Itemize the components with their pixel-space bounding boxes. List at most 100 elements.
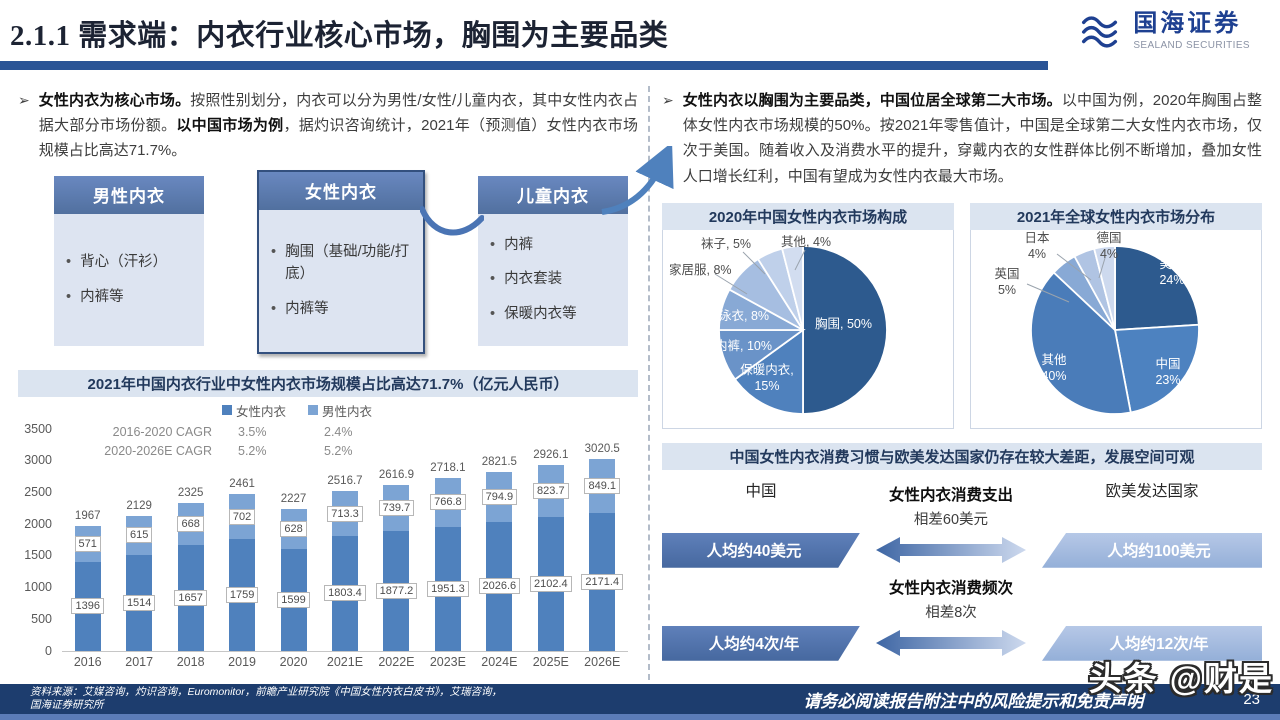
bar-total-label: 1967 bbox=[74, 509, 101, 522]
company-logo: 国海证券 SEALAND SECURITIES bbox=[1077, 8, 1250, 54]
bar-total-label: 3020.5 bbox=[584, 442, 620, 455]
page-number: 23 bbox=[1243, 690, 1260, 708]
double-arrow-icon bbox=[876, 537, 1026, 564]
box-list-item: • 内裤等 bbox=[66, 288, 124, 305]
y-tick: 0 bbox=[45, 643, 52, 658]
box-list-item: • 保暖内衣等 bbox=[490, 305, 577, 322]
pie-label-6: 其他, 4% bbox=[781, 234, 832, 249]
bar-segment-female: 1599 bbox=[277, 549, 310, 651]
bullet-arrow-icon: ➢ bbox=[662, 92, 674, 108]
bullet-arrow-icon: ➢ bbox=[18, 92, 30, 108]
x-tick: 2017 bbox=[125, 654, 154, 669]
y-tick: 500 bbox=[31, 611, 52, 626]
bars-row: 1967 571 1396 2129 615 1514 2325 668 1657 2461 702… bbox=[62, 429, 628, 652]
pie1-header: 2020年中国女性内衣市场构成 bbox=[662, 202, 954, 230]
comparison-header: 中国女性内衣消费习惯与欧美发达国家仍存在较大差距，发展空间可观 bbox=[662, 442, 1262, 470]
bar-total-label: 2616.9 bbox=[378, 468, 415, 481]
bar-segment-female: 1657 bbox=[174, 545, 207, 651]
pie-slice-6 bbox=[781, 244, 804, 330]
bar-total-label: 2461 bbox=[229, 478, 255, 491]
bar-segment-female: 2102.4 bbox=[529, 517, 572, 651]
x-tick: 2021E bbox=[326, 654, 364, 669]
pie-panel-china-mix: 2020年中国女性内衣市场构成 胸围, 50% 保暖内衣, 15% 内裤, 10% 泳衣… bbox=[662, 202, 954, 429]
column-divider bbox=[648, 86, 650, 680]
pie-slice-1 bbox=[1113, 323, 1200, 414]
x-tick: 2020 bbox=[279, 654, 308, 669]
bar-column: 3020.5 849.1 2171.4 bbox=[577, 443, 628, 651]
label-leader-line bbox=[714, 273, 748, 295]
y-tick: 1000 bbox=[24, 580, 52, 595]
bar-chart-area: 女性内衣 男性内衣 2016-2020 CAGR 3.5% 2.4% 2020-… bbox=[18, 399, 638, 689]
china-frequency-badge: 人均约4次/年 bbox=[662, 625, 860, 661]
pie-label-4: 日本 4% bbox=[1024, 230, 1050, 261]
pie-slice-5 bbox=[1093, 244, 1116, 330]
bar-segment-male: 615 bbox=[126, 515, 153, 555]
label-leader-line bbox=[742, 251, 766, 275]
pie-label-5: 德国 4% bbox=[1096, 230, 1122, 261]
title-underline bbox=[0, 61, 1048, 70]
bar-column: 2926.1 823.7 2102.4 bbox=[525, 449, 576, 651]
y-tick: 3000 bbox=[24, 453, 52, 468]
pie-label-0: 胸围, 50% bbox=[815, 316, 872, 331]
stacked-bar-chart: 0 500 1000 1500 2000 2500 3000 3500 1967 571 1396… bbox=[18, 422, 638, 669]
pie-label-2: 其他 40% bbox=[1041, 352, 1067, 383]
box-list-2: • 内裤 • 内衣套装 • 保暖内衣等 bbox=[478, 213, 628, 346]
logo-cn-text: 国海证券 bbox=[1133, 10, 1242, 38]
bar-segment-male: 849.1 bbox=[584, 458, 621, 513]
bar-column: 1967 571 1396 bbox=[62, 510, 113, 651]
bar-segment-female: 1514 bbox=[122, 554, 156, 651]
bar-segment-male: 766.8 bbox=[430, 478, 466, 527]
x-tick: 2016 bbox=[73, 654, 102, 669]
box-list-item: • 胸围（基础/功能/打底） bbox=[271, 243, 410, 283]
pie-label-5: 袜子, 5% bbox=[701, 236, 752, 251]
bar-column: 2461 702 1759 bbox=[216, 478, 267, 651]
pie-charts-row: 2020年中国女性内衣市场构成 胸围, 50% 保暖内衣, 15% 内裤, 10% 泳衣… bbox=[662, 202, 1262, 429]
source-note: 资料来源：艾媒咨询，灼识咨询，Euromonitor，前瞻产业研究院《中国女性内… bbox=[30, 686, 502, 711]
bar-yaxis: 0 500 1000 1500 2000 2500 3000 3500 bbox=[18, 422, 56, 658]
bar-column: 2325 668 1657 bbox=[165, 487, 216, 651]
china-spending-badge: 人均约40美元 bbox=[662, 532, 860, 568]
metric-frequency: 女性内衣消费频次 bbox=[888, 579, 1013, 597]
bar-segment-female: 1951.3 bbox=[427, 526, 469, 651]
bar-column: 2821.5 794.9 2026.6 bbox=[474, 456, 525, 651]
west-frequency-badge: 人均约12次/年 bbox=[1042, 625, 1262, 661]
x-tick: 2019 bbox=[228, 654, 256, 669]
comparison-section: 中国女性内衣消费习惯与欧美发达国家仍存在较大差距，发展空间可观 中国 女性内衣消… bbox=[662, 442, 1262, 661]
double-arrow-wrap bbox=[860, 627, 1042, 659]
box-title: 男性内衣 bbox=[54, 175, 204, 214]
bar-segment-female: 2171.4 bbox=[581, 512, 624, 651]
x-tick: 2018 bbox=[176, 654, 205, 669]
right-paragraph-text: 女性内衣以胸围为主要品类，中国位居全球第二大市场。以中国为例，2020年胸围占整… bbox=[682, 92, 1262, 185]
bar-column: 2129 615 1514 bbox=[113, 500, 164, 651]
y-tick: 2500 bbox=[24, 485, 52, 499]
box-list-1: • 胸围（基础/功能/打底） • 内裤等 bbox=[259, 209, 423, 352]
label-leader-line bbox=[794, 249, 806, 270]
bar-total-label: 2821.5 bbox=[481, 455, 517, 468]
box-male-underwear: 男性内衣 • 背心（汗衫） • 内裤等 bbox=[54, 175, 204, 346]
x-tick: 2023E bbox=[429, 654, 466, 669]
logo-en-text: SEALAND SECURITIES bbox=[1133, 39, 1250, 51]
bar-column: 2227 628 1599 bbox=[268, 493, 319, 651]
xlabels-row: 2016 2017 2018 2019 2020 2021E 2022E 2023E 2024E… bbox=[62, 655, 628, 669]
comparison-col-china: 中国 bbox=[745, 482, 777, 500]
bar-segment-male: 713.3 bbox=[327, 490, 363, 537]
bar-segment-female: 1396 bbox=[71, 562, 104, 651]
label-leader-line bbox=[1026, 283, 1070, 303]
pie1-body: 胸围, 50% 保暖内衣, 15% 内裤, 10% 泳衣, 8% 家居服, 8% 袜子, 5… bbox=[662, 229, 954, 429]
box-list-item: • 背心（汗衫） bbox=[66, 254, 168, 271]
bar-column: 2616.9 739.7 1877.2 bbox=[371, 469, 422, 651]
bar-total-label: 2227 bbox=[280, 493, 307, 506]
left-paragraph: ➢ 女性内衣为核心市场。按照性别划分，内衣可以分为男性/女性/儿童内衣，其中女性… bbox=[18, 88, 638, 164]
bar-segment-male: 739.7 bbox=[378, 484, 415, 532]
double-arrow-icon bbox=[876, 630, 1026, 657]
pie-label-4: 家居服, 8% bbox=[669, 262, 732, 277]
bar-segment-female: 1803.4 bbox=[324, 536, 366, 651]
bar-total-label: 2325 bbox=[177, 487, 204, 500]
box-list-item: • 内衣套装 bbox=[490, 271, 563, 288]
footer-bar: 资料来源：艾媒咨询，灼识咨询，Euromonitor，前瞻产业研究院《中国女性内… bbox=[0, 684, 1280, 714]
gap-spending: 相差60美元 bbox=[913, 511, 989, 528]
west-spending-badge: 人均约100美元 bbox=[1042, 532, 1262, 568]
pie-slice-0 bbox=[802, 244, 888, 415]
bar-column: 2516.7 713.3 1803.4 bbox=[319, 475, 370, 651]
y-tick: 2000 bbox=[24, 516, 52, 531]
